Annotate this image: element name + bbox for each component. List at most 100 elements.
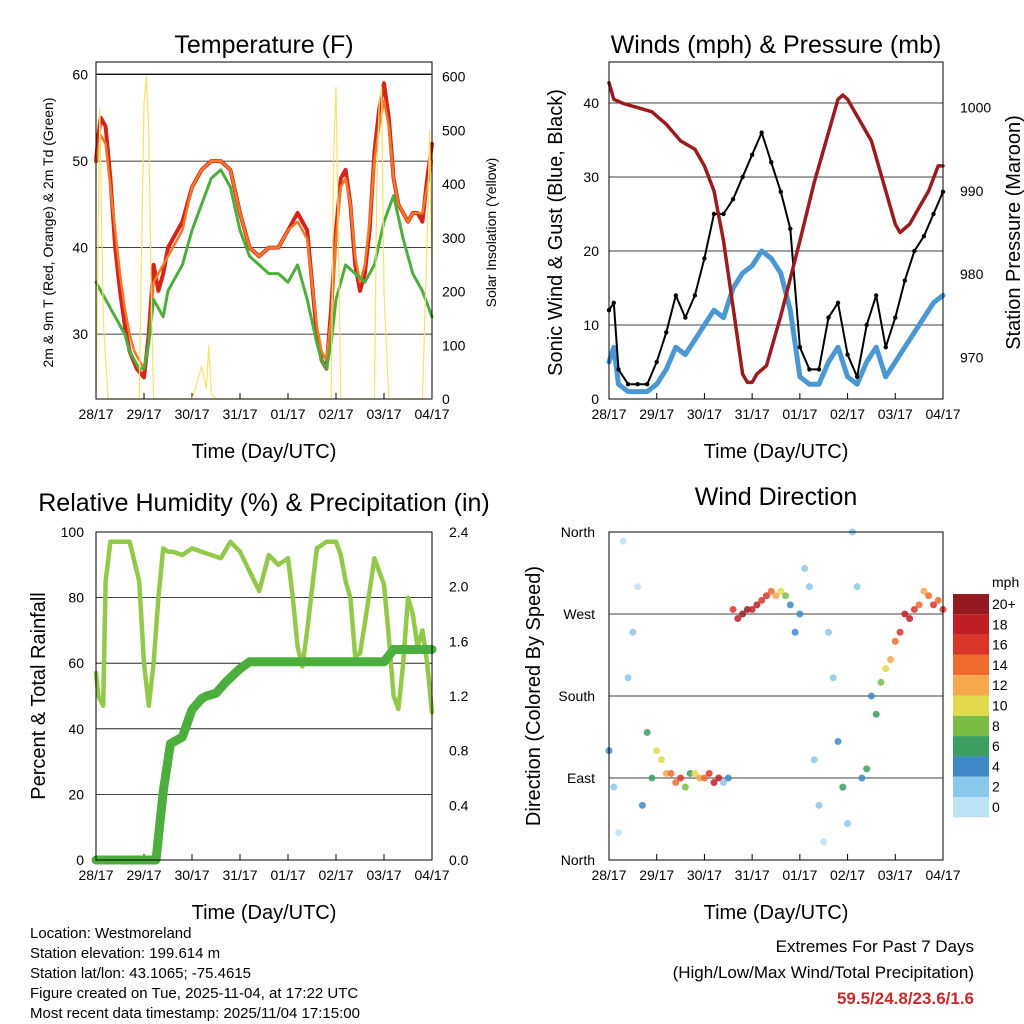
gust-point	[673, 293, 678, 298]
gust-point	[788, 226, 793, 231]
y-axis-label: Direction (Colored By Speed)	[523, 566, 545, 826]
x-tick-label: 02/17	[830, 406, 865, 422]
y-tick-label: 20	[68, 786, 84, 802]
chart-title: Winds (mph) & Pressure (mb)	[611, 31, 942, 59]
x-tick-label: 03/17	[366, 867, 401, 883]
y2-tick-label: 0.0	[449, 852, 469, 868]
gust-point	[759, 130, 764, 135]
direction-point	[858, 774, 866, 782]
direction-point	[906, 615, 914, 623]
extremes-values: 59.5/24.8/23.6/1.6	[836, 989, 974, 1008]
direction-point	[920, 587, 928, 595]
y2-tick-label: 980	[960, 266, 984, 282]
direction-point	[882, 665, 890, 673]
direction-point	[791, 628, 799, 636]
legend-swatch	[953, 756, 989, 777]
legend-swatch	[953, 634, 989, 655]
x-tick-label: 01/17	[270, 867, 305, 883]
gust-point	[683, 315, 688, 320]
location-text: Location: Westmoreland	[30, 925, 192, 942]
y2-axis-label: Solar Insolation (Yellow)	[483, 158, 499, 308]
legend-label: 18	[992, 616, 1008, 632]
series-wind	[606, 248, 946, 395]
legend-title: mph	[992, 574, 1019, 590]
legend-label: 16	[992, 637, 1008, 653]
y-tick-label: 100	[61, 524, 85, 540]
x-tick-label: 29/17	[126, 867, 161, 883]
elevation-text: Station elevation: 199.614 m	[30, 945, 221, 962]
y-tick-label: South	[558, 688, 595, 704]
direction-point	[648, 774, 656, 782]
y2-tick-label: 500	[442, 122, 466, 138]
direction-point	[729, 605, 737, 613]
gust-point	[778, 189, 783, 194]
direction-point	[839, 783, 847, 791]
y2-tick-label: 0	[442, 391, 450, 407]
x-axis-label: Time (Day/UTC)	[192, 902, 337, 924]
gust-point	[644, 382, 650, 387]
direction-point	[672, 779, 680, 787]
legend-swatch	[953, 614, 989, 635]
legend-swatch	[953, 736, 989, 757]
gust-point	[816, 367, 822, 372]
direction-point	[758, 596, 766, 604]
direction-point	[610, 783, 618, 791]
direction-point	[657, 756, 665, 764]
gust-point	[883, 345, 888, 350]
y-axis-label: Percent & Total Rainfall	[28, 592, 50, 800]
x-tick-label: 02/17	[318, 867, 353, 883]
x-tick-label: 01/17	[270, 406, 305, 422]
direction-point	[782, 592, 790, 600]
legend-label: 8	[992, 718, 1000, 734]
direction-point	[853, 583, 861, 591]
y-tick-label: 30	[72, 326, 88, 342]
direction-point	[796, 610, 804, 618]
chart-title: Temperature (F)	[174, 31, 353, 59]
y-tick-label: 20	[583, 243, 599, 259]
gust-point	[902, 278, 908, 283]
direction-point	[629, 628, 637, 636]
direction-point	[786, 601, 794, 609]
y-tick-label: North	[561, 524, 595, 540]
x-tick-label: 04/17	[414, 867, 449, 883]
y2-tick-label: 0.8	[449, 743, 469, 759]
x-tick-label: 30/17	[687, 867, 722, 883]
y2-tick-label: 2.4	[449, 524, 469, 540]
direction-point	[653, 747, 661, 755]
x-tick-label: 04/17	[414, 406, 449, 422]
direction-point	[638, 801, 646, 809]
direction-point	[872, 710, 880, 718]
y2-tick-label: 100	[442, 337, 466, 353]
gust-point	[931, 211, 936, 217]
gust-point	[740, 174, 745, 180]
direction-point	[844, 820, 852, 828]
station-info: Location: Westmoreland Station elevation…	[30, 924, 360, 1024]
x-tick-label: 02/17	[830, 867, 865, 883]
gust-point	[864, 322, 869, 328]
series-pressure	[607, 80, 945, 385]
x-tick-label: 31/17	[222, 406, 257, 422]
direction-point	[753, 601, 761, 609]
x-tick-label: 29/17	[639, 867, 674, 883]
y2-tick-label: 300	[442, 230, 466, 246]
legend-label: 14	[992, 657, 1008, 673]
direction-point	[724, 774, 732, 782]
direction-point	[901, 610, 909, 618]
gust-point	[921, 234, 927, 239]
direction-point	[877, 678, 885, 686]
x-axis-label: Time (Day/UTC)	[704, 902, 849, 924]
direction-point	[801, 564, 809, 572]
extremes-title: Extremes For Past 7 Days	[775, 937, 974, 956]
direction-point	[925, 592, 933, 600]
direction-point	[715, 774, 723, 782]
y-tick-label: 40	[72, 240, 88, 256]
x-tick-label: 03/17	[878, 867, 913, 883]
panel-4: Wind Direction 28/17 29/17 30/17 31/17 01/17 0…	[523, 483, 961, 924]
gust-point	[711, 211, 717, 217]
y-tick-label: West	[563, 606, 595, 622]
direction-point	[734, 615, 742, 623]
legend-label: 10	[992, 698, 1008, 714]
y2-tick-label: 600	[442, 69, 466, 85]
direction-point	[891, 637, 899, 645]
